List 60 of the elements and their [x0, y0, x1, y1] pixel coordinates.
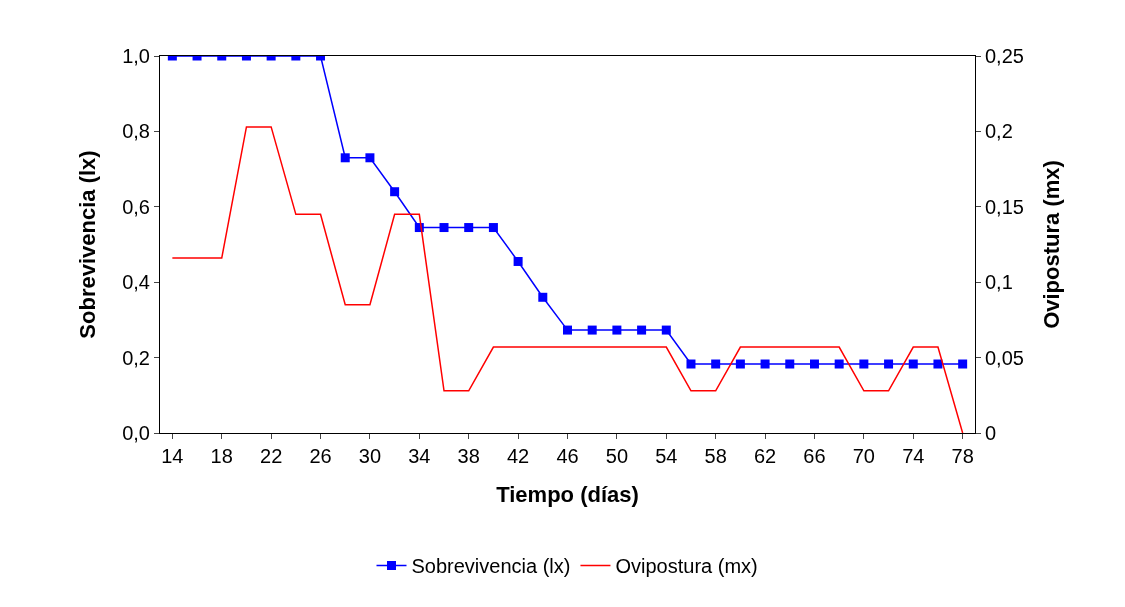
y-tick-label: 0,8	[122, 120, 150, 143]
x-axis-title: Tiempo (días)	[496, 481, 639, 507]
point	[785, 359, 795, 369]
point	[365, 153, 375, 163]
point	[933, 359, 943, 369]
x-tick-label: 70	[852, 445, 875, 467]
point	[834, 359, 844, 369]
point	[884, 359, 894, 369]
point	[908, 359, 918, 369]
point	[612, 325, 622, 335]
x-tick-label: 62	[753, 445, 777, 467]
y2-tick-label: 0,25	[985, 45, 1024, 67]
x-tick-label: 26	[309, 445, 332, 467]
point	[340, 153, 350, 163]
y2-tick-label: 0	[985, 422, 997, 444]
x-tick-label: 42	[506, 445, 530, 467]
y2-tick-label: 0,2	[985, 120, 1013, 143]
y2-tick-label: 0,05	[985, 346, 1024, 369]
legend-label: Sobrevivencia (lx)	[411, 555, 571, 578]
y2-tick-label: 0,1	[985, 271, 1013, 294]
point	[439, 223, 449, 233]
point	[686, 359, 696, 369]
point	[760, 359, 770, 369]
legend-label: Ovipostura (mx)	[615, 555, 758, 578]
point	[513, 256, 523, 266]
x-tick-label: 74	[902, 445, 925, 467]
point	[661, 325, 671, 335]
point	[587, 325, 597, 335]
x-tick-label: 50	[605, 445, 629, 467]
y-tick-label: 0,6	[122, 195, 150, 218]
y2-axis-title: Ovipostura (mx)	[1038, 160, 1064, 329]
line-series	[171, 126, 964, 433]
x-tick-label: 30	[358, 445, 382, 467]
x-tick-label: 38	[457, 445, 480, 467]
point	[735, 359, 745, 369]
x-tick-label: 22	[260, 445, 283, 467]
y-tick-label: 0,2	[122, 346, 150, 369]
x-tick-label: 78	[951, 445, 974, 467]
point	[390, 187, 400, 197]
y-tick-label: 0,0	[122, 422, 150, 444]
point	[859, 359, 869, 369]
x-tick-label: 18	[210, 445, 233, 467]
point	[488, 223, 498, 233]
point	[637, 325, 647, 335]
x-tick-label: 54	[655, 445, 678, 467]
x-tick-label: 46	[556, 445, 579, 467]
y2-tick-label: 0,15	[985, 195, 1024, 218]
y-axis-title: Sobrevivencia (lx)	[74, 150, 100, 339]
point	[711, 359, 721, 369]
x-tick-label: 14	[161, 445, 184, 467]
x-tick-label: 58	[704, 445, 727, 467]
point	[538, 292, 548, 302]
point	[464, 223, 474, 233]
y-tick-label: 1,0	[122, 45, 150, 67]
point	[809, 359, 819, 369]
x-tick-label: 34	[408, 445, 431, 467]
y-tick-label: 0,4	[122, 271, 150, 294]
point	[563, 325, 572, 335]
point	[958, 359, 968, 369]
x-tick-label: 66	[803, 445, 826, 467]
